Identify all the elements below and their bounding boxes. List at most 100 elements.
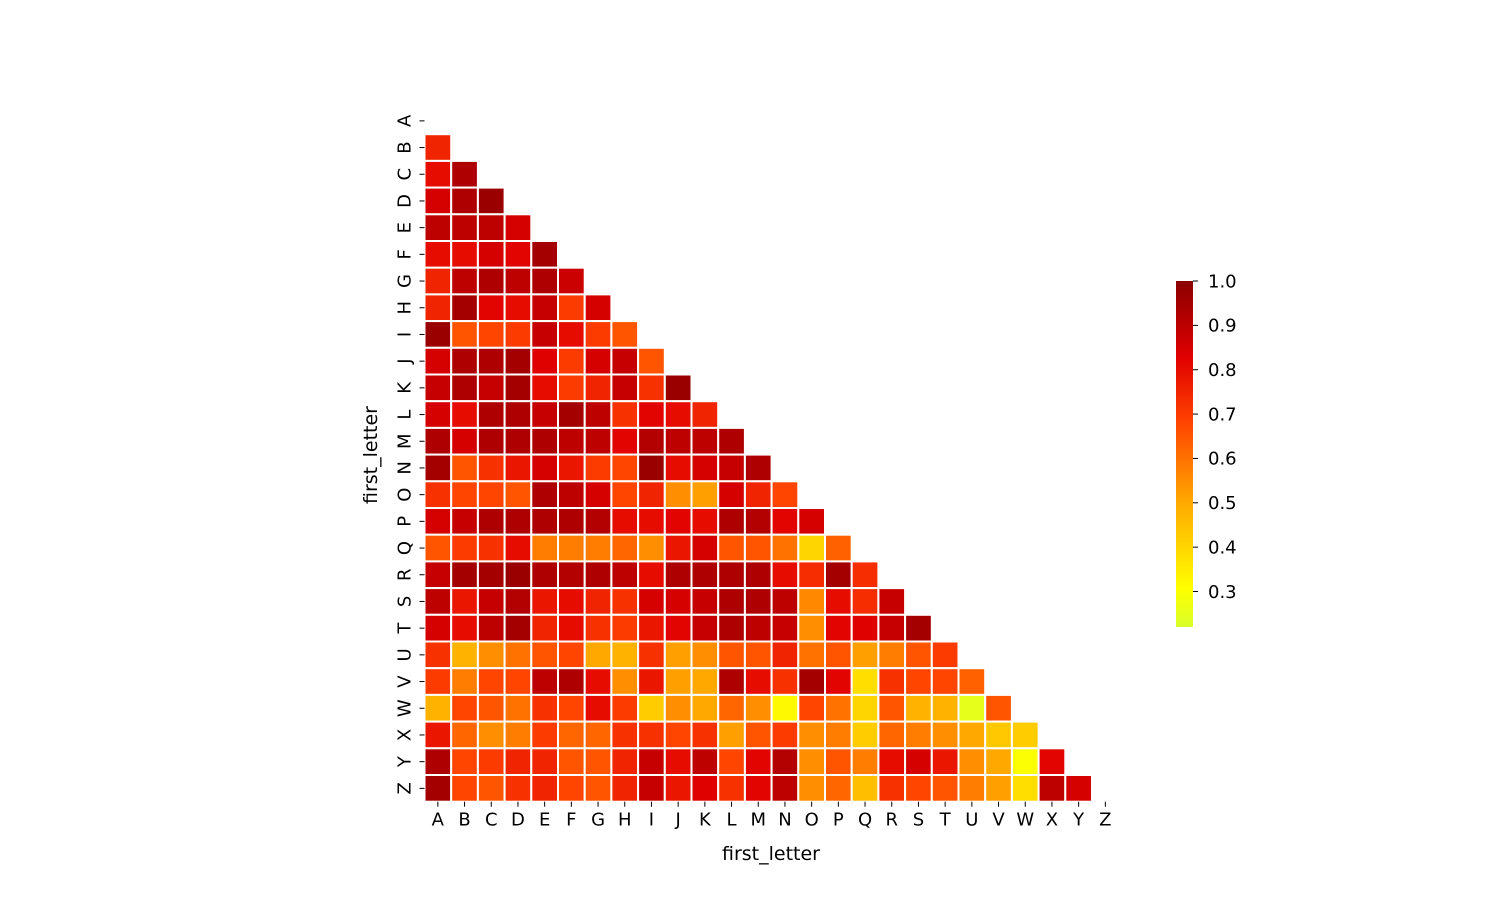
- heatmap-cell-V-C: [476, 667, 506, 696]
- heatmap-cell-P-K: [690, 507, 720, 536]
- heatmap-cell-T-E: [530, 613, 559, 643]
- heatmap-cell-H-C: [476, 293, 506, 323]
- heatmap-cell-F-A: [423, 240, 453, 269]
- heatmap-cell-S-K: [690, 587, 720, 616]
- heatmap-cell-X-F: [557, 720, 586, 750]
- heatmap-cell-S-C: [476, 587, 506, 616]
- heatmap-cell-Q-B: [450, 533, 479, 563]
- heatmap-cell-Y-M: [743, 747, 773, 776]
- heatmap-cell-X-V: [984, 720, 1013, 750]
- heatmap-cell-R-P: [824, 560, 853, 590]
- heatmap-cell-J-B: [450, 346, 479, 376]
- heatmap-cell-L-A: [423, 400, 453, 429]
- y-tick-label: N: [394, 461, 415, 474]
- heatmap-cell-N-K: [690, 453, 720, 483]
- heatmap-cell-Z-Q: [850, 774, 880, 803]
- heatmap-cell-I-D: [503, 320, 533, 349]
- colorbar: 0.3 0.4 0.5 0.6 0.7 0.8 0.9 1.0: [1176, 271, 1237, 627]
- heatmap-cell-G-B: [450, 266, 479, 296]
- heatmap-cell-C-A: [423, 159, 453, 189]
- heatmap-cell-U-S: [904, 640, 933, 670]
- heatmap-cell-Z-H: [610, 774, 640, 803]
- x-tick-label: G: [591, 810, 605, 831]
- heatmap-cell-O-M: [743, 480, 773, 509]
- heatmap-cell-W-T: [930, 693, 960, 723]
- heatmap-cell-W-Q: [850, 693, 880, 723]
- heatmap-cell-Z-T: [930, 774, 960, 803]
- heatmap-cell-L-C: [476, 400, 506, 429]
- heatmap-cell-O-H: [610, 480, 640, 509]
- heatmap-cell-Z-U: [957, 774, 987, 803]
- heatmap-cell-T-H: [610, 613, 640, 643]
- x-tick-label: C: [485, 810, 498, 831]
- heatmap-cell-I-E: [530, 320, 559, 349]
- heatmap-cell-T-B: [450, 613, 479, 643]
- heatmap-cell-V-L: [717, 667, 746, 696]
- heatmap-cell-K-A: [423, 373, 453, 403]
- heatmap-cell-R-B: [450, 560, 479, 590]
- heatmap-cell-V-M: [743, 667, 773, 696]
- heatmap-cell-I-H: [610, 320, 640, 349]
- heatmap-cell-L-K: [690, 400, 720, 429]
- heatmap-cell-V-H: [610, 667, 640, 696]
- x-tick-label: Y: [1072, 810, 1085, 831]
- heatmap-cell-Z-Y: [1064, 774, 1094, 803]
- colorbar-tick-label: 1.0: [1208, 271, 1237, 292]
- x-tick-label: E: [539, 810, 550, 831]
- heatmap-cell-Y-H: [610, 747, 640, 776]
- heatmap-cell-X-R: [877, 720, 907, 750]
- heatmap-cell-M-F: [557, 426, 586, 456]
- heatmap-cell-M-C: [476, 426, 506, 456]
- heatmap-cell-Y-X: [1037, 747, 1067, 776]
- heatmap-cell-R-D: [503, 560, 533, 590]
- colorbar-tick-label: 0.7: [1208, 404, 1237, 425]
- heatmap-cell-X-E: [530, 720, 559, 750]
- heatmap-cell-R-Q: [850, 560, 880, 590]
- heatmap-cell-N-M: [743, 453, 773, 483]
- heatmap-cell-Z-F: [557, 774, 586, 803]
- heatmap-cell-Z-N: [770, 774, 800, 803]
- y-tick-label: Q: [394, 541, 415, 555]
- heatmap-cell-X-A: [423, 720, 453, 750]
- x-tick-label: B: [458, 810, 470, 831]
- heatmap-cell-K-B: [450, 373, 479, 403]
- heatmap-cell-J-C: [476, 346, 506, 376]
- heatmap-cell-X-D: [503, 720, 533, 750]
- heatmap-cell-O-B: [450, 480, 479, 509]
- heatmap-cell-V-T: [930, 667, 960, 696]
- heatmap-cell-X-N: [770, 720, 800, 750]
- colorbar-tick-label: 0.3: [1208, 582, 1237, 603]
- heatmap-cell-H-F: [557, 293, 586, 323]
- heatmap-cell-Z-O: [797, 774, 826, 803]
- x-tick-label: Z: [1099, 810, 1111, 831]
- heatmap-cell-X-T: [930, 720, 960, 750]
- heatmap-cell-S-P: [824, 587, 853, 616]
- x-tick-label: S: [913, 810, 924, 831]
- heatmap-cell-Z-X: [1037, 774, 1067, 803]
- colorbar-tick-label: 0.9: [1208, 316, 1237, 337]
- heatmap-cell-J-A: [423, 346, 453, 376]
- heatmap-cell-O-N: [770, 480, 800, 509]
- heatmap-cell-R-F: [557, 560, 586, 590]
- x-axis-label: first_letter: [722, 843, 820, 865]
- heatmap-cell-T-C: [476, 613, 506, 643]
- heatmap-cell-D-C: [476, 186, 506, 216]
- heatmap-cell-X-W: [1010, 720, 1040, 750]
- heatmap-cell-Y-C: [476, 747, 506, 776]
- heatmap-cell-N-F: [557, 453, 586, 483]
- heatmap-cell-T-L: [717, 613, 746, 643]
- heatmap-cell-N-I: [637, 453, 666, 483]
- heatmap-cell-D-B: [450, 186, 479, 216]
- heatmap-cell-R-I: [637, 560, 666, 590]
- heatmap-cell-S-H: [610, 587, 640, 616]
- heatmap-cell-J-G: [583, 346, 613, 376]
- heatmap-cell-Z-G: [583, 774, 613, 803]
- x-tick-label: H: [618, 810, 632, 831]
- heatmap-cell-X-B: [450, 720, 479, 750]
- heatmap-cell-R-C: [476, 560, 506, 590]
- heatmap-cell-Q-P: [824, 533, 853, 563]
- heatmap-cell-I-B: [450, 320, 479, 349]
- heatmap-cell-T-O: [797, 613, 826, 643]
- y-tick-label: O: [394, 488, 415, 502]
- heatmap-cell-C-B: [450, 159, 479, 189]
